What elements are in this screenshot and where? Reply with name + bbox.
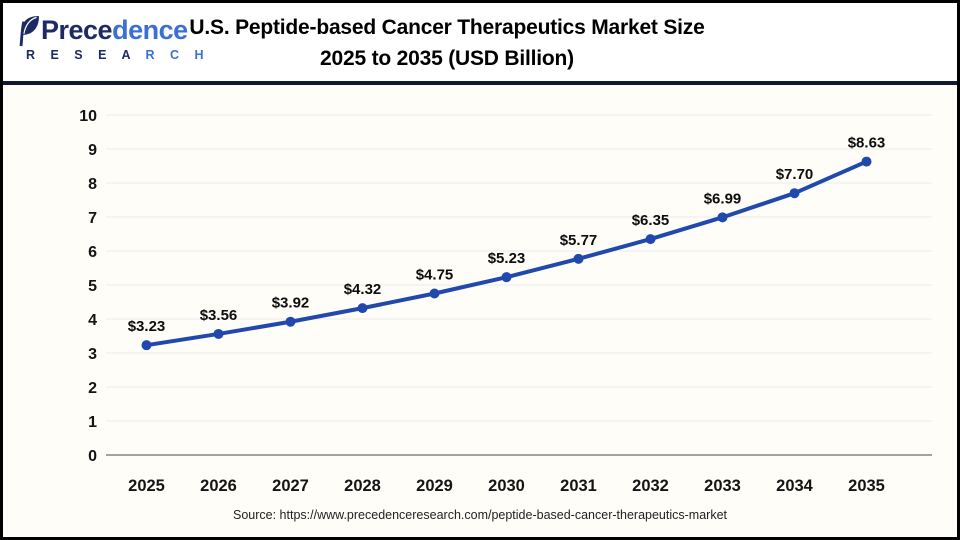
data-point (645, 234, 656, 245)
y-tick-label: 8 (88, 176, 97, 193)
y-tick-label: 5 (88, 278, 97, 295)
data-label: $3.92 (272, 295, 310, 312)
logo-subtitle: R E S E A R C H (17, 48, 232, 62)
data-point (861, 156, 872, 167)
y-tick-label: 0 (88, 448, 97, 465)
logo-word-accent: dence (112, 15, 188, 45)
data-labels: $3.23 $3.56 $3.92 $4.32 $4.75 $5.23 $5.77 $6.35… (128, 135, 886, 336)
header: Precedence R E S E A R C H U.S. Peptide-… (3, 3, 957, 81)
data-point (501, 272, 512, 283)
data-point (213, 328, 224, 339)
series-line (144, 159, 869, 348)
logo-word-main: Prece (41, 15, 113, 45)
data-label: $7.70 (776, 166, 814, 183)
data-point (141, 340, 152, 351)
x-tick-label: 2029 (416, 477, 453, 495)
logo-word: Precedence (41, 15, 188, 45)
data-point (285, 316, 296, 327)
y-tick-label: 7 (88, 210, 97, 227)
logo-sub-main: R E S E A (26, 48, 146, 62)
x-tick-label: 2025 (128, 477, 165, 495)
data-point (573, 253, 584, 264)
x-tick-label: 2028 (344, 477, 381, 495)
x-tick-label: 2032 (632, 477, 669, 495)
x-tick-label: 2033 (704, 477, 741, 495)
data-label: $6.35 (632, 212, 670, 229)
x-axis-tick-labels: 2025 2026 2027 2028 2029 2030 2031 2032 2033 2034… (128, 477, 885, 495)
y-tick-label: 4 (88, 312, 97, 329)
data-label: $3.23 (128, 318, 166, 335)
source-text: Source: https://www.precedenceresearch.c… (233, 508, 727, 522)
x-tick-label: 2026 (200, 477, 237, 495)
chart-title: U.S. Peptide-based Cancer Therapeutics M… (3, 12, 891, 74)
x-tick-label: 2035 (848, 477, 885, 495)
y-tick-label: 1 (88, 414, 97, 431)
data-label: $8.63 (848, 135, 886, 152)
data-point (429, 288, 440, 299)
data-label: $4.75 (416, 267, 454, 284)
y-tick-label: 6 (88, 244, 97, 261)
logo-wordmark: Precedence (17, 15, 232, 47)
gridlines (106, 114, 932, 456)
x-tick-label: 2030 (488, 477, 525, 495)
y-tick-label: 2 (88, 380, 97, 397)
logo-sub-accent: R C H (145, 48, 210, 62)
leaf-icon (19, 15, 39, 47)
chart-title-line1: U.S. Peptide-based Cancer Therapeutics M… (189, 16, 705, 39)
data-point (789, 188, 800, 199)
data-label: $5.77 (560, 232, 598, 249)
data-points (141, 156, 872, 351)
data-point (717, 212, 728, 223)
y-tick-label: 9 (88, 142, 97, 159)
y-tick-label: 10 (79, 108, 97, 125)
y-tick-label: 3 (88, 346, 97, 363)
x-tick-label: 2031 (560, 477, 597, 495)
header-divider (3, 81, 957, 85)
x-tick-label: 2027 (272, 477, 309, 495)
data-point (357, 303, 368, 314)
precedence-research-logo: Precedence R E S E A R C H (17, 15, 232, 71)
y-axis-tick-labels: 0 1 2 3 4 5 6 7 8 9 10 (79, 108, 97, 465)
chart-title-line2: 2025 to 2035 (USD Billion) (320, 47, 574, 70)
x-tick-label: 2034 (776, 477, 814, 495)
data-label: $6.99 (704, 190, 742, 207)
data-label: $3.56 (200, 307, 238, 324)
data-label: $5.23 (488, 250, 526, 267)
data-label: $4.32 (344, 281, 382, 298)
